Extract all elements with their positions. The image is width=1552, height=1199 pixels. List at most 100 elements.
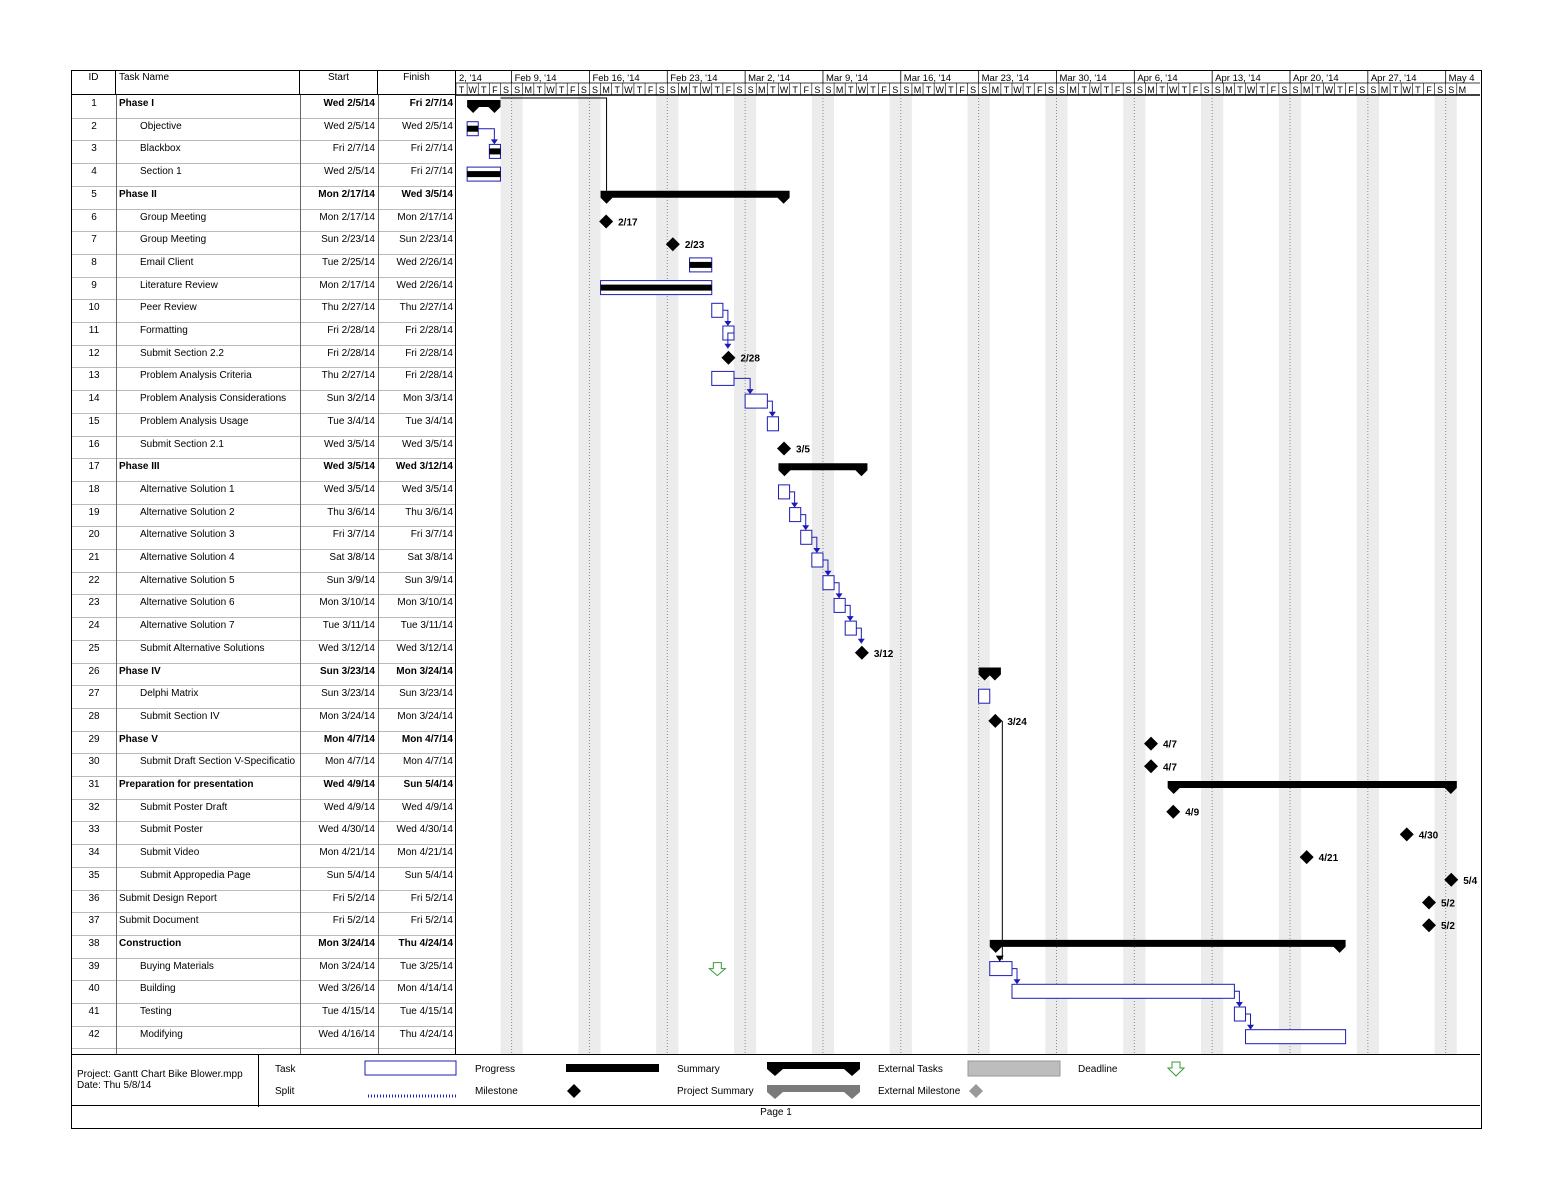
table-row[interactable]: 22 Alternative Solution 5 Sun 3/9/14 Sun 3/… <box>72 572 456 595</box>
task-finish[interactable]: Mon 4/7/14 <box>401 733 453 745</box>
task-start[interactable]: Sun 3/9/14 <box>326 574 375 586</box>
task-start[interactable]: Mon 3/10/14 <box>319 597 375 609</box>
table-row[interactable]: 11 Formatting Fri 2/28/14 Fri 2/28/14 <box>72 322 456 345</box>
id-column-header[interactable]: ID <box>72 71 116 95</box>
task-start[interactable]: Wed 2/5/14 <box>323 98 375 109</box>
task-finish[interactable]: Mon 3/10/14 <box>397 597 453 609</box>
task-finish[interactable]: Fri 3/7/14 <box>410 529 453 541</box>
task-name[interactable]: Alternative Solution 7 <box>140 620 235 632</box>
task-finish[interactable]: Wed 2/26/14 <box>396 256 453 268</box>
task-start[interactable]: Mon 3/24/14 <box>319 710 375 722</box>
table-row[interactable]: 9 Literature Review Mon 2/17/14 Wed 2/26/14 <box>72 277 456 300</box>
task-name[interactable]: Alternative Solution 5 <box>140 574 235 586</box>
task-name[interactable]: Objective <box>140 120 182 132</box>
task-finish[interactable]: Wed 3/5/14 <box>402 483 453 495</box>
task-finish[interactable]: Wed 2/5/14 <box>402 120 453 132</box>
task-finish[interactable]: Fri 2/7/14 <box>410 166 453 178</box>
table-row[interactable]: 14 Problem Analysis Considerations Sun 3/2… <box>72 390 456 413</box>
task-name[interactable]: Submit Poster Draft <box>140 801 228 813</box>
task-name[interactable]: Delphi Matrix <box>140 688 199 700</box>
table-row[interactable]: 28 Submit Section IV Mon 3/24/14 Mon 3/24/1… <box>72 708 456 731</box>
task-start[interactable]: Fri 2/28/14 <box>327 325 375 336</box>
task-name[interactable]: Submit Alternative Solutions <box>140 642 265 654</box>
table-row[interactable]: 5 Phase II Mon 2/17/14 Wed 3/5/14 <box>72 186 456 209</box>
table-row[interactable]: 23 Alternative Solution 6 Mon 3/10/14 Mon 3… <box>72 594 456 617</box>
task-finish[interactable]: Wed 3/5/14 <box>402 438 453 450</box>
task-finish[interactable]: Mon 4/14/14 <box>397 983 453 995</box>
task-name[interactable]: Alternative Solution 2 <box>140 506 235 518</box>
task-finish[interactable]: Sun 2/23/14 <box>399 234 453 246</box>
task-finish[interactable]: Sun 3/9/14 <box>404 574 453 586</box>
task-start[interactable]: Thu 3/6/14 <box>327 506 375 518</box>
table-row[interactable]: 21 Alternative Solution 4 Sat 3/8/14 Sat 3/… <box>72 549 456 572</box>
task-start[interactable]: Fri 5/2/14 <box>332 915 375 927</box>
table-row[interactable]: 40 Building Wed 3/26/14 Mon 4/14/14 <box>72 980 456 1003</box>
task-name[interactable]: Submit Poster <box>140 824 203 836</box>
task-start[interactable]: Sat 3/8/14 <box>329 552 375 563</box>
task-name[interactable]: Phase III <box>119 461 160 473</box>
task-start[interactable]: Sun 3/2/14 <box>326 393 375 405</box>
task-finish[interactable]: Sat 3/8/14 <box>407 552 453 563</box>
table-row[interactable]: 17 Phase III Wed 3/5/14 Wed 3/12/14 <box>72 458 456 481</box>
task-name[interactable]: Peer Review <box>140 302 197 314</box>
task-finish[interactable]: Fri 5/2/14 <box>410 915 453 927</box>
task-name[interactable]: Section 1 <box>140 166 182 178</box>
task-finish[interactable]: Wed 3/12/14 <box>395 461 453 473</box>
task-start[interactable]: Fri 2/28/14 <box>327 347 375 359</box>
task-name[interactable]: Literature Review <box>140 279 218 291</box>
table-row[interactable]: 8 Email Client Tue 2/25/14 Wed 2/26/14 <box>72 254 456 277</box>
task-start[interactable]: Wed 3/5/14 <box>324 483 375 495</box>
table-row[interactable]: 31 Preparation for presentation Wed 4/9/14… <box>72 776 456 799</box>
task-start[interactable]: Wed 3/5/14 <box>324 438 375 450</box>
task-finish[interactable]: Sun 5/4/14 <box>404 869 453 881</box>
task-finish[interactable]: Tue 4/15/14 <box>399 1006 453 1017</box>
task-finish[interactable]: Fri 2/7/14 <box>409 98 453 109</box>
table-row[interactable]: 36 Submit Design Report Fri 5/2/14 Fri 5/2/… <box>72 890 456 913</box>
table-row[interactable]: 33 Submit Poster Wed 4/30/14 Wed 4/30/14 <box>72 821 456 844</box>
task-finish[interactable]: Mon 3/24/14 <box>396 665 453 677</box>
task-start[interactable]: Mon 2/17/14 <box>319 211 375 223</box>
task-start[interactable]: Sun 3/23/14 <box>319 665 375 677</box>
task-finish[interactable]: Thu 2/27/14 <box>399 302 453 314</box>
task-start[interactable]: Fri 5/2/14 <box>332 892 375 904</box>
task-finish[interactable]: Wed 2/26/14 <box>396 279 453 291</box>
task-finish[interactable]: Mon 4/21/14 <box>397 847 453 859</box>
table-row[interactable]: 37 Submit Document Fri 5/2/14 Fri 5/2/14 <box>72 912 456 935</box>
task-name[interactable]: Submit Appropedia Page <box>140 869 251 881</box>
task-start[interactable]: Wed 4/16/14 <box>318 1028 375 1040</box>
task-finish[interactable]: Mon 2/17/14 <box>397 211 453 223</box>
table-row[interactable]: 15 Problem Analysis Usage Tue 3/4/14 Tue 3/… <box>72 413 456 436</box>
task-name[interactable]: Submit Draft Section V-Specificatio <box>140 756 296 768</box>
task-finish[interactable]: Thu 4/24/14 <box>399 1028 453 1040</box>
task-start[interactable]: Wed 2/5/14 <box>324 166 375 178</box>
task-start[interactable]: Wed 4/30/14 <box>318 824 375 836</box>
task-finish[interactable]: Tue 3/25/14 <box>399 960 453 972</box>
task-start[interactable]: Wed 4/9/14 <box>323 779 375 790</box>
table-row[interactable]: 35 Submit Appropedia Page Sun 5/4/14 Sun 5/… <box>72 867 456 890</box>
table-row[interactable]: 12 Submit Section 2.2 Fri 2/28/14 Fri 2/28/… <box>72 345 456 368</box>
task-name[interactable]: Modifying <box>140 1028 183 1040</box>
task-name[interactable]: Problem Analysis Considerations <box>140 393 287 405</box>
task-name[interactable]: Group Meeting <box>140 234 207 246</box>
task-start[interactable]: Thu 2/27/14 <box>321 302 375 314</box>
task-start[interactable]: Sun 3/23/14 <box>321 688 375 700</box>
table-row[interactable]: 3 Blackbox Fri 2/7/14 Fri 2/7/14 <box>72 140 456 163</box>
table-row[interactable]: 24 Alternative Solution 7 Tue 3/11/14 Tue 3… <box>72 617 456 640</box>
table-row[interactable]: 20 Alternative Solution 3 Fri 3/7/14 Fri 3/… <box>72 526 456 549</box>
task-start[interactable]: Mon 4/21/14 <box>319 847 375 859</box>
task-name[interactable]: Submit Section 2.1 <box>140 438 224 450</box>
table-row[interactable]: 7 Group Meeting Sun 2/23/14 Sun 2/23/14 <box>72 231 456 254</box>
task-start[interactable]: Wed 2/5/14 <box>324 120 375 132</box>
task-name[interactable]: Problem Analysis Usage <box>140 415 249 427</box>
task-name[interactable]: Submit Video <box>140 847 200 859</box>
table-row[interactable]: 10 Peer Review Thu 2/27/14 Thu 2/27/14 <box>72 299 456 322</box>
task-name[interactable]: Submit Section 2.2 <box>140 347 224 359</box>
task-start[interactable]: Tue 2/25/14 <box>321 256 375 268</box>
task-name[interactable]: Alternative Solution 1 <box>140 483 235 495</box>
task-start[interactable]: Tue 4/15/14 <box>321 1006 375 1017</box>
task-start[interactable]: Mon 2/17/14 <box>318 188 375 200</box>
finish-column-header[interactable]: Finish <box>378 71 456 95</box>
task-start[interactable]: Fri 3/7/14 <box>332 529 375 541</box>
task-finish[interactable]: Thu 3/6/14 <box>405 506 453 518</box>
table-row[interactable]: 26 Phase IV Sun 3/23/14 Mon 3/24/14 <box>72 663 456 686</box>
